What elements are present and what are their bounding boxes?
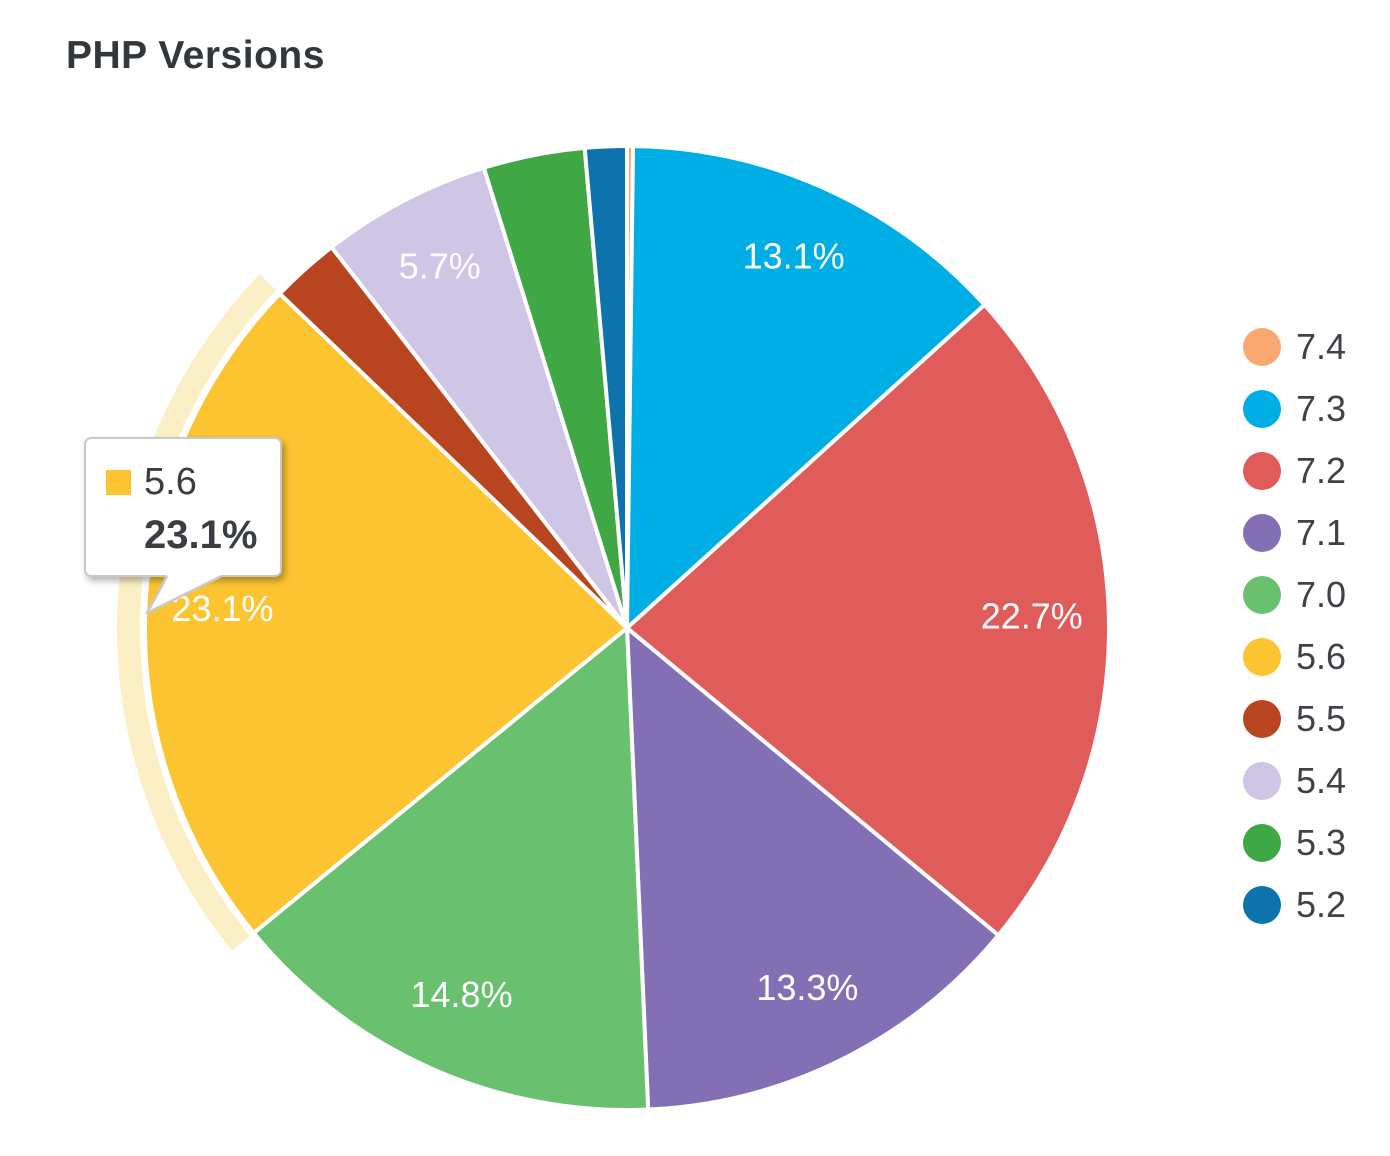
legend-swatch-icon <box>1243 514 1281 552</box>
legend-swatch-icon <box>1243 452 1281 490</box>
legend-swatch-icon <box>1243 328 1281 366</box>
legend-label: 5.3 <box>1296 822 1347 863</box>
legend-item-5.4[interactable]: 5.4 <box>1243 750 1346 812</box>
pie-slice-5.4[interactable] <box>329 165 629 630</box>
legend-item-5.6[interactable]: 5.6 <box>1243 626 1346 688</box>
pie-slice-7.0[interactable] <box>251 626 651 1112</box>
legend-label: 7.2 <box>1296 450 1347 491</box>
legend-label: 5.2 <box>1296 884 1347 925</box>
slice-percentage-label-7.2: 22.7% <box>981 596 1083 637</box>
legend-label: 7.4 <box>1296 326 1347 367</box>
legend-swatch-icon <box>1243 886 1281 924</box>
pie-slice-7.3[interactable] <box>625 144 987 630</box>
legend-item-7.4[interactable]: 7.4 <box>1243 316 1346 378</box>
tooltip-value: 23.1% <box>144 513 258 557</box>
pie-slice-7.1[interactable] <box>625 626 1001 1112</box>
legend-item-7.2[interactable]: 7.2 <box>1243 440 1346 502</box>
slice-percentage-label-7.3: 13.1% <box>743 236 845 277</box>
legend-label: 5.6 <box>1296 636 1347 677</box>
legend-item-5.2[interactable]: 5.2 <box>1243 874 1346 936</box>
slice-percentage-label-7.1: 13.3% <box>756 967 858 1008</box>
pie-slice-5.2[interactable] <box>582 144 629 630</box>
tooltip-swatch <box>106 469 131 495</box>
legend-label: 5.5 <box>1296 698 1347 739</box>
legend: 7.4 7.3 7.2 7.1 7.0 5.6 5.5 5.4 5.3 5.2 <box>1243 316 1346 936</box>
legend-label: 7.3 <box>1296 388 1347 429</box>
legend-item-7.3[interactable]: 7.3 <box>1243 378 1346 440</box>
legend-label: 5.4 <box>1296 760 1347 801</box>
legend-item-5.3[interactable]: 5.3 <box>1243 812 1346 874</box>
legend-item-5.5[interactable]: 5.5 <box>1243 688 1346 750</box>
legend-item-7.1[interactable]: 7.1 <box>1243 502 1346 564</box>
pie-slice-7.2[interactable] <box>625 302 1111 938</box>
legend-swatch-icon <box>1243 700 1281 738</box>
slice-percentage-label-7.0: 14.8% <box>411 974 513 1015</box>
legend-label: 7.0 <box>1296 574 1347 615</box>
legend-label: 7.1 <box>1296 512 1347 553</box>
legend-swatch-icon <box>1243 390 1281 428</box>
legend-swatch-icon <box>1243 576 1281 614</box>
legend-swatch-icon <box>1243 824 1281 862</box>
legend-swatch-icon <box>1243 638 1281 676</box>
legend-item-7.0[interactable]: 7.0 <box>1243 564 1346 626</box>
legend-swatch-icon <box>1243 762 1281 800</box>
tooltip: 5.6 23.1% <box>84 437 282 577</box>
chart-title: PHP Versions <box>66 34 325 77</box>
slice-percentage-label-5.4: 5.7% <box>399 246 481 287</box>
slice-percentage-label-5.6: 23.1% <box>171 588 273 629</box>
tooltip-series-label: 5.6 <box>144 461 197 503</box>
